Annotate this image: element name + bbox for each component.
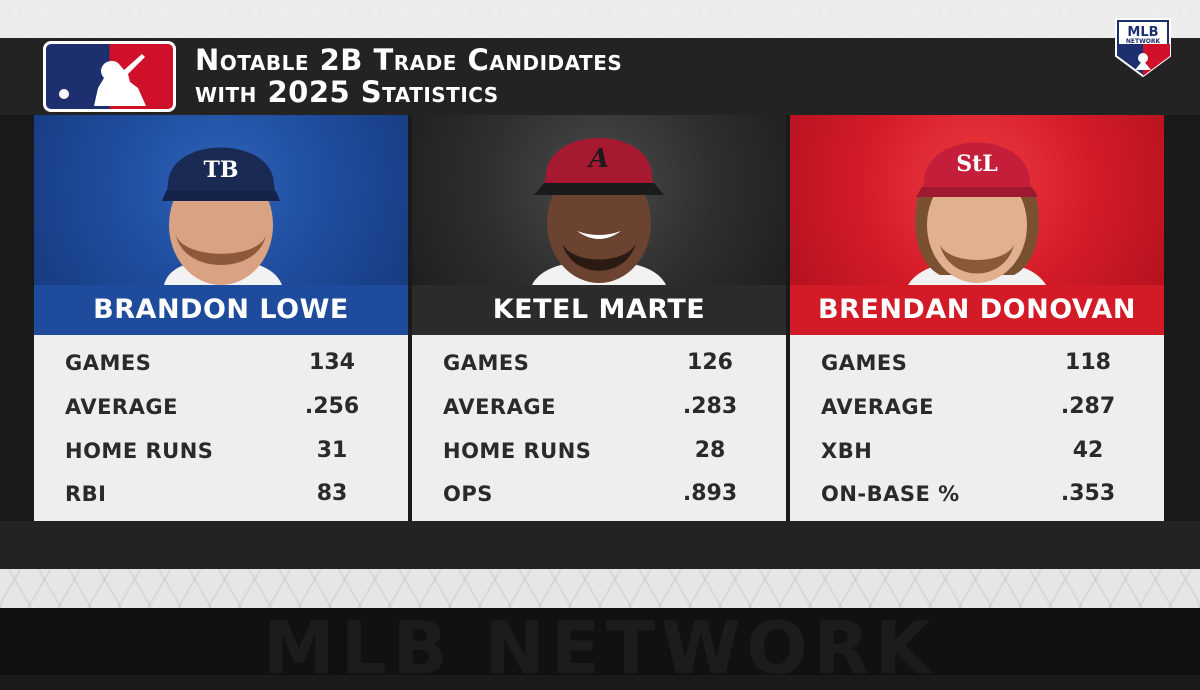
- stat-value: 31: [316, 438, 348, 463]
- stat-row: AVERAGE .256: [34, 387, 408, 427]
- player-name-lowe: BRANDON LOWE: [34, 285, 408, 335]
- stat-label: GAMES: [443, 351, 530, 375]
- stat-row: RBI 83: [34, 474, 408, 514]
- stat-label: RBI: [65, 482, 107, 506]
- stat-value: .256: [304, 394, 360, 419]
- title-line-2: with 2025 Statistics: [195, 75, 499, 109]
- top-pattern-band: [0, 0, 1200, 40]
- title-line-1: Notable 2B Trade Candidates: [195, 43, 623, 77]
- stat-label: AVERAGE: [443, 395, 556, 419]
- player-photo-lowe: TB: [34, 115, 408, 285]
- stat-label: HOME RUNS: [65, 439, 214, 463]
- player-photo-marte: A: [412, 115, 786, 285]
- player-panel-lowe: TB BRANDON LOWE GAMES 134 AVERAGE .256 H…: [34, 115, 408, 521]
- cap-logo-stl: StL: [956, 151, 998, 177]
- stat-value: 42: [1072, 438, 1104, 463]
- stats-table-lowe: GAMES 134 AVERAGE .256 HOME RUNS 31 RBI …: [34, 335, 408, 521]
- stats-table-marte: GAMES 126 AVERAGE .283 HOME RUNS 28 OPS …: [412, 335, 786, 521]
- stat-value: .287: [1060, 394, 1116, 419]
- cap-logo-ari: A: [586, 144, 609, 174]
- stat-row: AVERAGE .283: [412, 387, 786, 427]
- stat-row: AVERAGE .287: [790, 387, 1164, 427]
- bottom-pattern-band: [0, 569, 1200, 608]
- mlb-logo: [43, 41, 176, 112]
- stat-value: 126: [687, 350, 733, 375]
- stat-label: AVERAGE: [821, 395, 934, 419]
- stat-row: XBH 42: [790, 431, 1164, 471]
- stat-row: HOME RUNS 28: [412, 431, 786, 471]
- badge-line-1: MLB: [1127, 25, 1158, 40]
- stat-label: GAMES: [65, 351, 152, 375]
- stats-table-donovan: GAMES 118 AVERAGE .287 XBH 42 ON-BASE % …: [790, 335, 1164, 521]
- player-panel-marte: A KETEL MARTE GAMES 126 AVERAGE .283 HOM…: [412, 115, 786, 521]
- stat-label: AVERAGE: [65, 395, 178, 419]
- stat-label: GAMES: [821, 351, 908, 375]
- stat-value: 28: [694, 438, 726, 463]
- footer-watermark: MLB NETWORK: [263, 606, 937, 690]
- player-panel-donovan: StL BRENDAN DONOVAN GAMES 118 AVERAGE .2…: [790, 115, 1164, 521]
- stat-label: XBH: [821, 439, 873, 463]
- stat-label: HOME RUNS: [443, 439, 592, 463]
- stat-value: .893: [682, 481, 738, 506]
- page-title: Notable 2B Trade Candidates with 2025 St…: [195, 44, 622, 108]
- stat-label: OPS: [443, 482, 493, 506]
- header-band: [0, 38, 1200, 115]
- stat-row: GAMES 134: [34, 343, 408, 383]
- stat-row: GAMES 126: [412, 343, 786, 383]
- badge-line-2: NETWORK: [1126, 38, 1161, 45]
- stat-value: .283: [682, 394, 738, 419]
- stat-value: 83: [316, 481, 348, 506]
- mlb-network-badge: MLB NETWORK: [1113, 16, 1173, 78]
- stat-row: HOME RUNS 31: [34, 431, 408, 471]
- stat-value: .353: [1060, 481, 1116, 506]
- bottom-dark-band: [0, 521, 1200, 569]
- cap-logo-tb: TB: [204, 157, 239, 183]
- stat-label: ON-BASE %: [821, 482, 960, 506]
- stat-value: 118: [1065, 350, 1111, 375]
- player-name-marte: KETEL MARTE: [412, 285, 786, 335]
- batter-silhouette-icon: [59, 54, 146, 106]
- player-photo-donovan: StL: [790, 115, 1164, 285]
- stat-row: ON-BASE % .353: [790, 474, 1164, 514]
- player-name-donovan: BRENDAN DONOVAN: [790, 285, 1164, 335]
- stat-row: OPS .893: [412, 474, 786, 514]
- stat-row: GAMES 118: [790, 343, 1164, 383]
- footer-band: [0, 608, 1200, 675]
- stat-value: 134: [309, 350, 355, 375]
